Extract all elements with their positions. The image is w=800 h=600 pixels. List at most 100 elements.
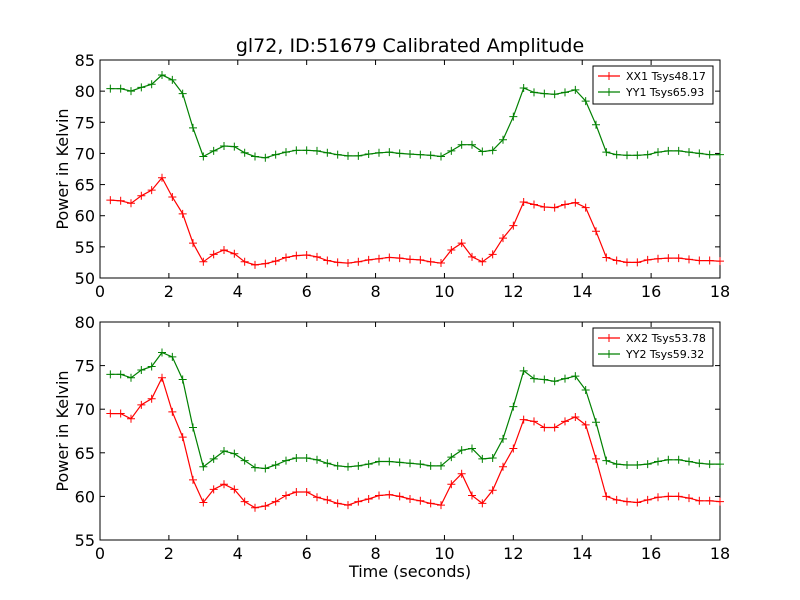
data-point: [468, 140, 476, 149]
data-point: [147, 80, 156, 89]
data-point: [716, 460, 724, 469]
data-point: [592, 454, 600, 463]
data-point: [395, 458, 404, 467]
data-point: [251, 463, 259, 472]
data-point: [447, 146, 456, 155]
data-point: [209, 485, 218, 494]
data-point: [178, 375, 187, 384]
data-point: [509, 402, 518, 411]
data-point: [385, 457, 394, 466]
data-point: [116, 370, 125, 379]
data-point: [488, 250, 497, 259]
data-point: [240, 456, 249, 465]
data-point: [509, 444, 518, 453]
data-point: [271, 461, 280, 470]
y-tick-label: 60: [75, 487, 95, 506]
data-point: [499, 434, 507, 443]
data-point: [674, 254, 683, 263]
data-point: [137, 365, 146, 374]
data-point: [302, 488, 311, 497]
data-point: [261, 259, 270, 268]
data-point: [209, 146, 218, 155]
panel-2: 0 2 4 6 8 10 12 14 16 18 55 60 65 70 75 80 Power in Kelv…: [53, 313, 730, 581]
data-point: [447, 245, 456, 254]
data-point: [292, 454, 301, 463]
data-point: [158, 373, 166, 382]
data-point: [499, 234, 507, 243]
data-point: [581, 203, 590, 212]
x-tick-label: 4: [233, 282, 243, 301]
data-point: [302, 454, 311, 463]
data-point: [695, 256, 704, 265]
data-point: [457, 446, 466, 455]
data-point: [395, 149, 404, 158]
data-point: [344, 151, 352, 160]
data-point: [571, 413, 580, 422]
data-point: [478, 147, 487, 156]
data-point: [716, 497, 724, 506]
data-point: [488, 146, 497, 155]
data-point: [633, 498, 642, 507]
data-point: [220, 141, 228, 150]
data-point: [333, 150, 342, 159]
legend-label: XX2 Tsys53.78: [626, 332, 706, 345]
data-point: [592, 227, 600, 236]
legend: XX1 Tsys48.17 YY1 Tsys65.93: [592, 65, 714, 105]
data-point: [716, 257, 724, 266]
chart-title: gl72, ID:51679 Calibrated Amplitude: [236, 35, 584, 57]
data-point: [633, 461, 642, 470]
legend-box: [592, 327, 714, 367]
data-point: [168, 75, 177, 84]
x-tick-label: 12: [503, 544, 523, 563]
data-point: [230, 249, 239, 258]
data-point: [612, 495, 621, 504]
data-point: [344, 501, 352, 510]
data-point: [147, 186, 156, 195]
data-point: [323, 495, 332, 504]
data-point: [189, 239, 197, 248]
data-point: [168, 352, 177, 361]
data-point: [333, 499, 342, 508]
data-point: [178, 209, 187, 218]
legend: XX2 Tsys53.78 YY2 Tsys59.32: [592, 327, 714, 367]
legend-marker: [605, 72, 613, 80]
data-point: [354, 151, 363, 160]
y-tick-label: 60: [75, 207, 95, 226]
legend-label: YY1 Tsys65.93: [625, 86, 704, 99]
data-point: [478, 454, 487, 463]
x-tick-label: 14: [572, 282, 592, 301]
data-point: [261, 464, 270, 473]
data-point: [313, 146, 321, 155]
data-point: [178, 433, 187, 442]
data-point: [447, 453, 456, 462]
data-point: [592, 418, 600, 427]
y-tick-label: 50: [75, 269, 95, 288]
data-point: [685, 148, 693, 157]
data-point: [571, 85, 580, 94]
legend-label: XX1 Tsys48.17: [626, 70, 706, 83]
data-point: [561, 374, 569, 383]
data-point: [416, 150, 425, 159]
data-point: [406, 255, 414, 264]
data-point: [468, 444, 476, 453]
y-tick-label: 55: [75, 238, 95, 257]
data-point: [261, 501, 270, 510]
data-point: [499, 462, 507, 471]
legend-label: YY2 Tsys59.32: [625, 348, 704, 361]
y-tick-label: 80: [75, 82, 95, 101]
x-tick-label: 14: [572, 544, 592, 563]
data-point: [499, 135, 507, 144]
data-point: [178, 89, 187, 98]
data-point: [674, 146, 683, 155]
data-point: [271, 150, 280, 159]
x-tick-label: 0: [95, 544, 105, 563]
data-point: [385, 253, 394, 262]
data-point: [158, 348, 166, 357]
y-tick-label: 65: [75, 444, 95, 463]
data-point: [333, 461, 342, 470]
data-point: [478, 257, 487, 266]
data-point: [137, 83, 146, 92]
series-yy1: [106, 70, 724, 162]
